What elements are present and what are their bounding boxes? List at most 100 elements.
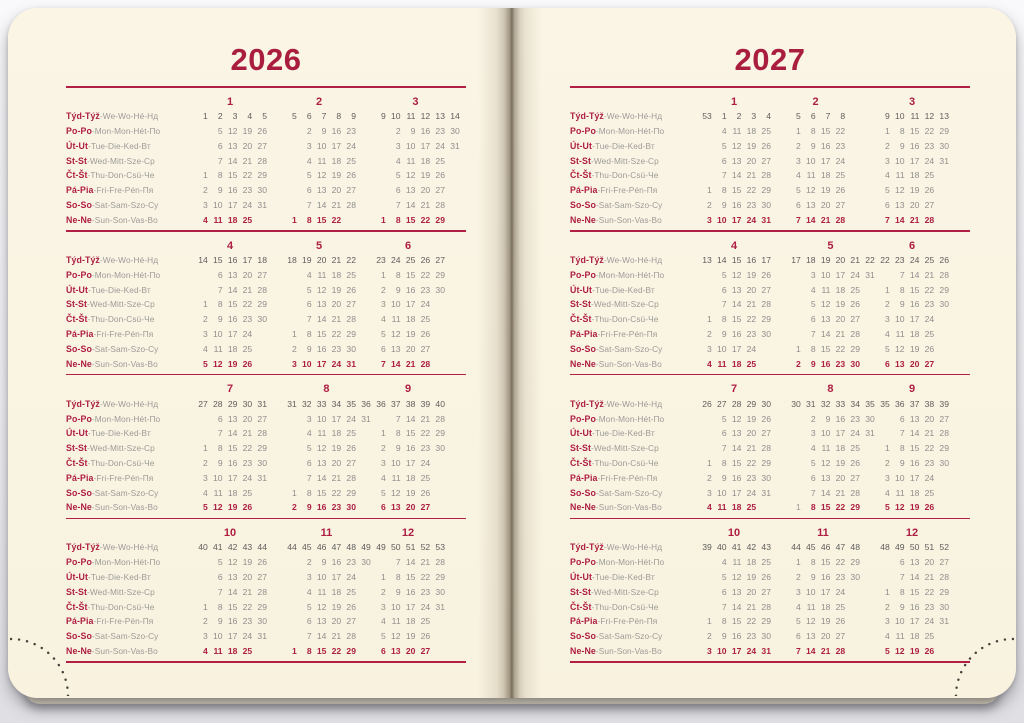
day-cell: 23: [924, 601, 935, 612]
week-number-cell: 40: [717, 542, 727, 553]
sunday-cell: [356, 646, 371, 656]
day-cell: [193, 414, 208, 424]
calendar-row: Pá-Pia-Fri-Fre-Pén-Пя 1 8 15 22 29 5 12 19 26 5 12 1…: [570, 183, 970, 198]
month-column-group: 6 13 20 27: [282, 185, 371, 195]
day-cell: 27: [850, 314, 860, 325]
day-cell: 27: [257, 572, 267, 583]
day-cell: 3: [885, 472, 890, 483]
day-cell: 15: [909, 586, 920, 597]
week-number-cell: 22: [880, 254, 890, 265]
day-cell: 11: [213, 487, 223, 498]
day-cell: 6: [885, 199, 890, 210]
day-cell: 22: [242, 170, 253, 181]
day-cell: 16: [909, 299, 920, 310]
day-cell: 9: [899, 457, 905, 468]
day-cell: 19: [746, 269, 757, 280]
day-cell: 24: [346, 572, 356, 583]
sunday-cell: 21: [820, 646, 831, 657]
week-number-cell: 11: [910, 111, 920, 122]
calendar-row: St-St-Wed-Mitt-Sze-Ср 7 14 21 28 4 11 18 25 2 9 16 2…: [66, 584, 466, 599]
week-number-cell: 44: [287, 542, 297, 553]
calendar-row: Týd-Týž-We-Wo-Hé-Нд 1 2 3 4 5 5 6 7 8 9 9 10 11 12 13 14: [66, 109, 466, 124]
month-column-group: 3 10 17 24 31: [282, 414, 371, 424]
day-cell: 10: [717, 343, 727, 354]
day-cell: [934, 473, 949, 483]
day-cell: 11: [317, 428, 327, 439]
month-number: 4: [226, 239, 234, 252]
day-cell: 14: [909, 572, 920, 583]
day-cell: 26: [761, 140, 771, 151]
day-cell: [356, 443, 371, 453]
day-cell: 13: [391, 343, 401, 354]
day-cell: [697, 170, 712, 180]
day-cell: 12: [391, 328, 401, 339]
row-label: Ne-Ne-Sun-Son-Vas-Во: [66, 646, 158, 657]
month-column-group: 7 14 21 28: [786, 646, 875, 656]
day-cell: 10: [895, 472, 905, 483]
day-cell: 12: [895, 343, 905, 354]
calendar-row: Po-Po-Mon-Mon-Hét-По 4 11 18 25 1 8 15 22 29 6 13 20…: [570, 555, 970, 570]
year-title-2027: 2027: [734, 42, 806, 77]
day-cell: 18: [909, 328, 920, 339]
quarter-rule: [66, 373, 466, 376]
calendar-row: Út-Ut-Tue-Die-Ked-Вт 6 13 20 27 3 10 17 24 3 10 17 2…: [66, 138, 466, 153]
calendar-row: Út-Ut-Tue-Die-Ked-Вт 6 13 20 27 3 10 17 24 31 7 14 2…: [570, 426, 970, 441]
sunday-cell: 26: [924, 646, 935, 657]
day-cell: 20: [242, 269, 253, 280]
row-label: St-St-Wed-Mitt-Sze-Ср: [66, 443, 155, 454]
day-cell: 28: [346, 199, 356, 210]
month-column-group: 3 10 17 24 31: [193, 473, 282, 483]
day-cell: [252, 488, 267, 498]
day-cell: 16: [820, 140, 831, 151]
month-column-group: 6 13 20 27: [786, 631, 875, 641]
day-cell: 23: [924, 299, 935, 310]
sunday-cell: 22: [835, 502, 846, 513]
day-cell: 31: [865, 269, 875, 280]
day-cell: 13: [405, 185, 416, 196]
month-column-group: 44 45 46 47 48: [786, 542, 875, 552]
day-cell: 17: [909, 472, 920, 483]
week-number-cell: 15: [731, 254, 742, 265]
row-label: So-So-Sat-Sam-Szo-Су: [66, 343, 159, 354]
day-cell: 17: [731, 343, 742, 354]
month-column-group: 1 8 15 22 29: [875, 285, 964, 295]
day-cell: 8: [810, 343, 816, 354]
sunday-cell: 15: [820, 502, 831, 513]
calendar-row: Čt-Št-Thu-Don-Csü-Че 1 8 15 22 29 6 13 20 27 3 10 17…: [570, 312, 970, 327]
sunday-cell: 21: [405, 358, 416, 369]
month-column-group: 3 10 17 24 31: [371, 141, 460, 151]
day-cell: 13: [895, 199, 905, 210]
day-cell: 3: [810, 269, 816, 280]
sunday-cell: 11: [213, 646, 223, 657]
day-cell: 15: [731, 314, 742, 325]
day-cell: 26: [257, 557, 267, 568]
day-cell: 21: [746, 170, 757, 181]
week-number-cell: 50: [909, 542, 920, 553]
day-cell: [860, 473, 875, 483]
day-cell: 4: [306, 586, 312, 597]
day-cell: 31: [450, 140, 460, 151]
day-cell: [445, 170, 460, 180]
sunday-cell: 4: [203, 214, 208, 225]
day-cell: 4: [306, 155, 312, 166]
sunday-cell: 19: [227, 502, 238, 513]
day-cell: 22: [746, 616, 757, 627]
month-zone: 10: [193, 523, 282, 541]
day-cell: 7: [306, 631, 312, 642]
sunday-cell: 21: [909, 214, 920, 225]
day-cell: [934, 170, 949, 180]
month-column-group: 7 14 21 28: [786, 215, 875, 225]
day-cell: 1: [203, 443, 208, 454]
day-cell: [282, 631, 297, 641]
row-label: Pá-Pia-Fri-Fre-Pén-Пя: [66, 616, 154, 627]
quarter-block: 1 2 3 Týd-Týž-We-Wo-Hé-Нд 53 1 2 3 4 5 6 7 8 9 10 11 12 1…: [570, 93, 970, 232]
week-number-cell: 46: [316, 542, 327, 553]
calendar-row: Pá-Pia-Fri-Fre-Pén-Пя 2 9 16 23 30 6 13 20 27 4 11 1…: [66, 614, 466, 629]
day-cell: 13: [227, 140, 238, 151]
week-number-cell: 17: [242, 254, 253, 265]
month-column-group: 5 12 19 26: [371, 329, 460, 339]
sunday-cell: 3: [707, 214, 712, 225]
month-column-group: 3 10 17 24 31: [875, 156, 964, 166]
month-number: 3: [908, 95, 916, 108]
day-cell: 3: [381, 601, 386, 612]
